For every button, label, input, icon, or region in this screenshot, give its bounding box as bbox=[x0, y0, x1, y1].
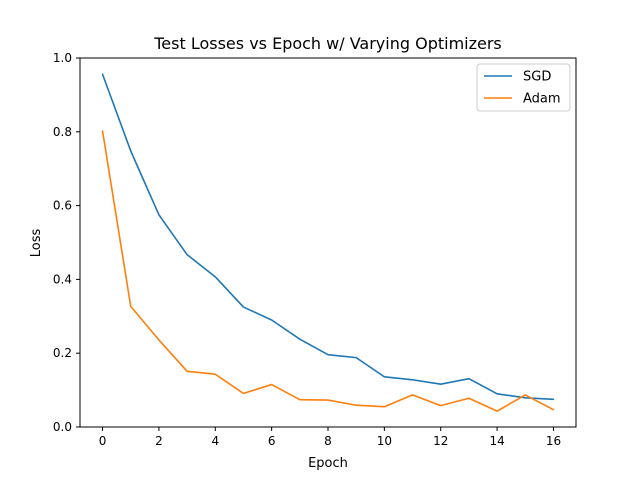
x-axis-label: Epoch bbox=[308, 456, 348, 471]
chart-title: Test Losses vs Epoch w/ Varying Optimize… bbox=[153, 34, 502, 53]
legend-label-sgd: SGD bbox=[523, 70, 551, 85]
x-tick-label: 4 bbox=[211, 434, 219, 448]
y-axis-label: Loss bbox=[29, 229, 44, 258]
x-tick-label: 8 bbox=[324, 434, 332, 448]
legend: SGD Adam bbox=[476, 63, 571, 112]
x-tick-label: 12 bbox=[433, 434, 448, 448]
x-axis: 0 2 4 6 8 10 12 14 16 bbox=[99, 427, 561, 448]
y-tick-label: 0.4 bbox=[53, 272, 72, 286]
y-tick-label: 0.2 bbox=[53, 346, 72, 360]
x-tick-label: 0 bbox=[99, 434, 107, 448]
plot-area bbox=[79, 57, 577, 428]
x-tick-label: 2 bbox=[155, 434, 163, 448]
x-tick-label: 10 bbox=[377, 434, 392, 448]
x-tick-label: 6 bbox=[268, 434, 276, 448]
x-tick-label: 14 bbox=[489, 434, 504, 448]
y-tick-label: 0.6 bbox=[53, 199, 72, 213]
series-line-adam bbox=[101, 130, 555, 412]
x-tick-label: 16 bbox=[546, 434, 561, 448]
y-axis: 0.0 0.2 0.4 0.6 0.8 1.0 bbox=[53, 51, 80, 434]
plot-frame bbox=[79, 57, 577, 428]
y-tick-label: 0.8 bbox=[53, 125, 72, 139]
series-line-sgd bbox=[101, 73, 555, 401]
series-layer bbox=[101, 73, 555, 412]
y-tick-label: 0.0 bbox=[53, 420, 72, 434]
y-tick-label: 1.0 bbox=[53, 51, 72, 65]
legend-label-adam: Adam bbox=[523, 92, 561, 107]
